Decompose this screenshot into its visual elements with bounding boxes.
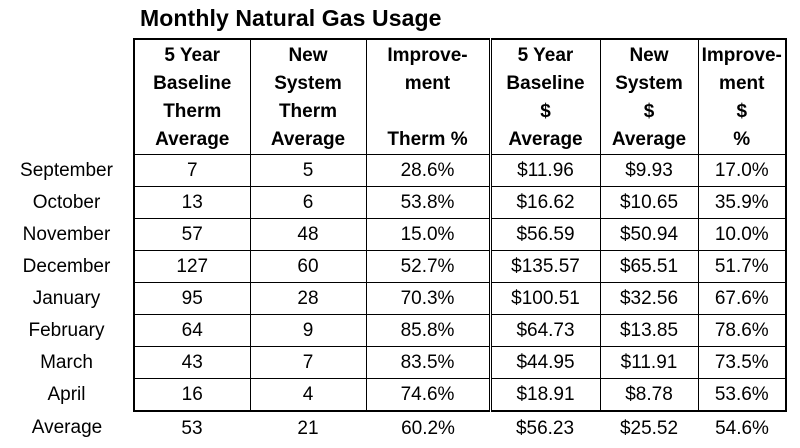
cell: 48 [249, 218, 367, 251]
cell: 53.6% [697, 378, 787, 412]
table-row: March 43 7 83.5% $44.95 $11.91 73.5% [0, 346, 787, 379]
row-label: November [22, 223, 111, 245]
cell: 54.6% [715, 417, 769, 439]
table-row: November 57 48 15.0% $56.59 $50.94 10.0% [0, 218, 787, 251]
cell: 28 [249, 282, 367, 315]
cell: 4 [249, 378, 367, 412]
cell: 53.8% [365, 186, 491, 219]
cell: 60.2% [401, 417, 455, 439]
row-label: January [32, 287, 101, 309]
cell: 70.3% [365, 282, 491, 315]
row-label: April [47, 383, 86, 405]
cell: $25.52 [619, 417, 679, 439]
cell: $18.91 [488, 378, 601, 412]
cell: 64 [133, 314, 251, 347]
cell: 60 [249, 250, 367, 283]
cell: 35.9% [697, 186, 787, 219]
cell: 78.6% [697, 314, 787, 347]
table-row: April 16 4 74.6% $18.91 $8.78 53.6% [0, 378, 787, 412]
cell: $65.51 [599, 250, 699, 283]
header-new-therm: New System Therm Average [249, 38, 367, 155]
cell: 6 [249, 186, 367, 219]
header-improvement-therm: Improve-ment Therm % [365, 38, 491, 155]
cell: 52.7% [365, 250, 491, 283]
cell: 16 [133, 378, 251, 412]
cell: $64.73 [488, 314, 601, 347]
corner-cell [0, 39, 134, 155]
average-row: Average 53 21 60.2% $56.23 $25.52 54.6% [0, 411, 786, 445]
cell: $32.56 [599, 282, 699, 315]
cell: 10.0% [697, 218, 787, 251]
row-label: Average [31, 417, 103, 438]
cell: $16.62 [488, 186, 601, 219]
cell: 53 [181, 417, 203, 439]
cell: 17.0% [697, 154, 787, 187]
cell: $44.95 [488, 346, 601, 379]
cell: 21 [297, 417, 319, 439]
row-label: February [28, 319, 105, 341]
header-baseline-dollar: 5 Year Baseline $ Average [488, 38, 601, 155]
cell: $10.65 [599, 186, 699, 219]
header-improvement-dollar: Improve-ment $% [697, 38, 787, 155]
row-label: December [22, 255, 111, 277]
cell: 9 [249, 314, 367, 347]
cell: $11.91 [599, 346, 699, 379]
cell: 95 [133, 282, 251, 315]
cell: $135.57 [488, 250, 601, 283]
cell: 85.8% [365, 314, 491, 347]
header-row: 5 Year Baseline Therm Average New System Ther… [0, 38, 787, 155]
table-row: December 127 60 52.7% $135.57 $65.51 51.… [0, 250, 787, 283]
cell: 28.6% [365, 154, 491, 187]
cell: $56.23 [515, 417, 575, 439]
row-label: October [32, 191, 101, 213]
cell: 127 [133, 250, 251, 283]
cell: $100.51 [488, 282, 601, 315]
cell: 74.6% [365, 378, 491, 412]
cell: 7 [133, 154, 251, 187]
cell: 57 [133, 218, 251, 251]
cell: 15.0% [365, 218, 491, 251]
table-row: October 13 6 53.8% $16.62 $10.65 35.9% [0, 186, 787, 219]
cell: 73.5% [697, 346, 787, 379]
header-baseline-therm: 5 Year Baseline Therm Average [133, 38, 251, 155]
cell: 67.6% [697, 282, 787, 315]
cell: 5 [249, 154, 367, 187]
cell: 43 [133, 346, 251, 379]
cell: 83.5% [365, 346, 491, 379]
row-label: March [40, 351, 93, 373]
cell: $56.59 [488, 218, 601, 251]
table-title: Monthly Natural Gas Usage [140, 5, 442, 31]
cell: 7 [249, 346, 367, 379]
table-row: September 7 5 28.6% $11.96 $9.93 17.0% [0, 154, 787, 187]
cell: $13.85 [599, 314, 699, 347]
cell: $50.94 [599, 218, 699, 251]
cell: 13 [133, 186, 251, 219]
table-row: February 64 9 85.8% $64.73 $13.85 78.6% [0, 314, 787, 347]
cell: $9.93 [599, 154, 699, 187]
table-row: January 95 28 70.3% $100.51 $32.56 67.6% [0, 282, 787, 315]
cell: $8.78 [599, 378, 699, 412]
row-label: September [20, 159, 113, 181]
header-new-dollar: New System $ Average [599, 38, 699, 155]
cell: 51.7% [697, 250, 787, 283]
cell: $11.96 [488, 154, 601, 187]
gas-usage-table: 5 Year Baseline Therm Average New System Ther… [0, 38, 787, 445]
